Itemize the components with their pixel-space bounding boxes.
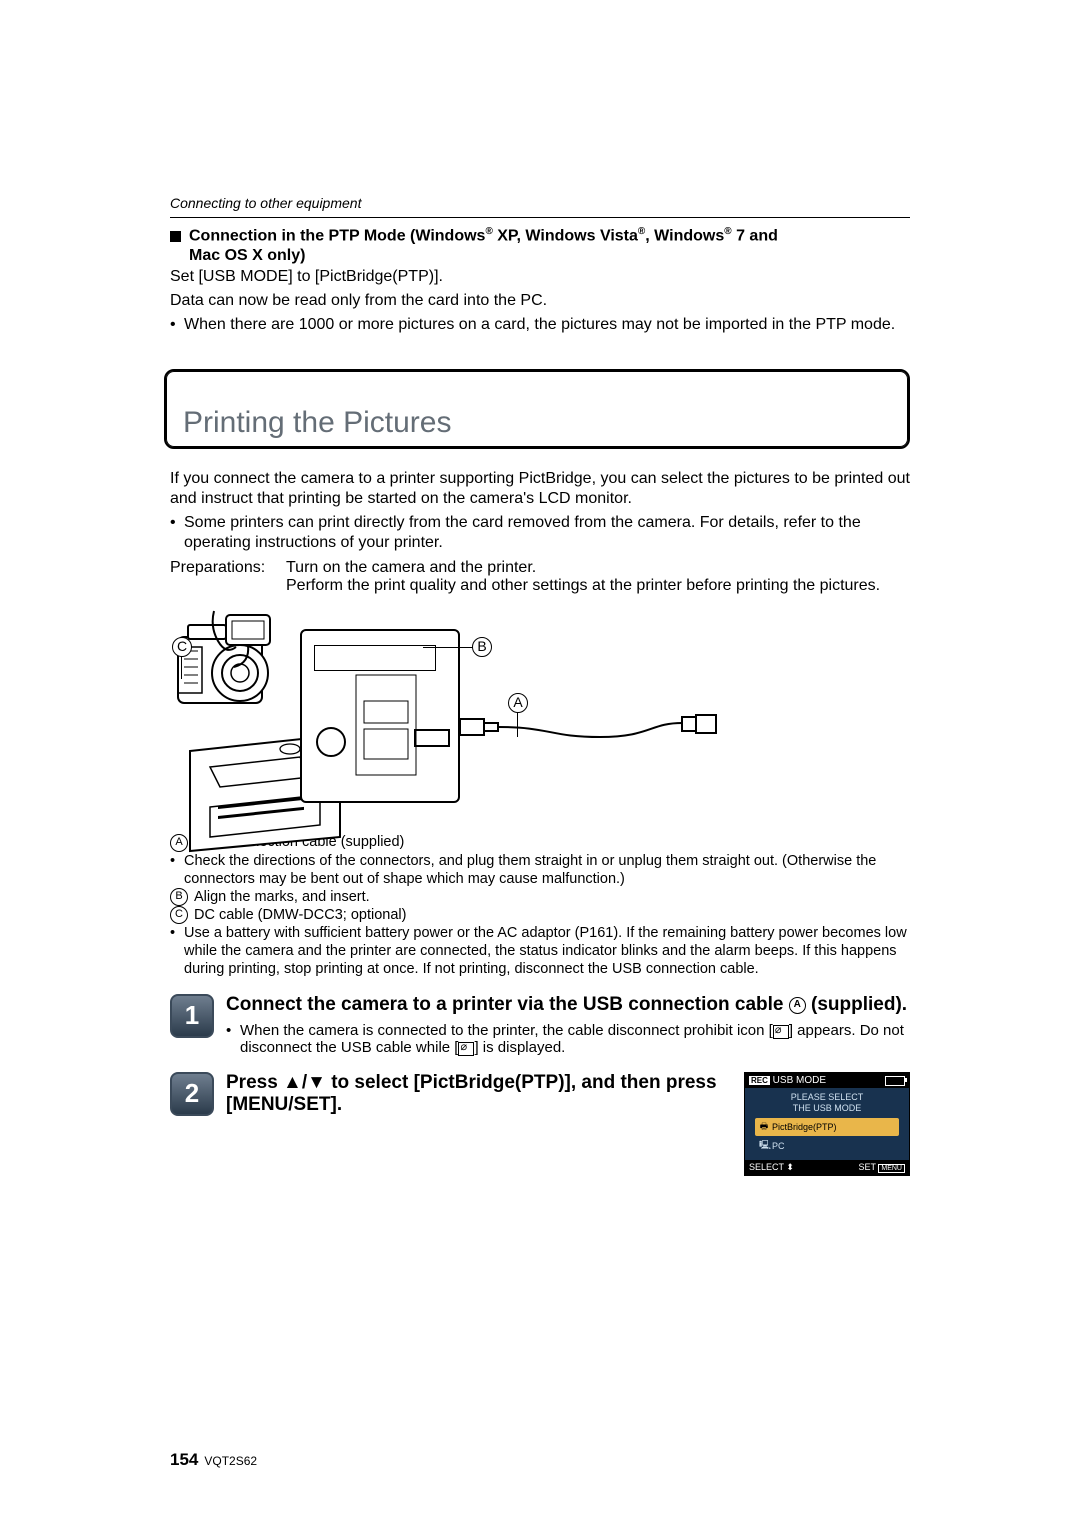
- doc-code: VQT2S62: [204, 1454, 257, 1468]
- note-a-sub: Check the directions of the connectors, …: [170, 852, 910, 888]
- preparations: Preparations: Turn on the camera and the…: [170, 559, 910, 595]
- ac-adaptor-icon: [208, 607, 288, 671]
- note-b: Align the marks, and insert.: [194, 889, 370, 905]
- ptp-bullet: When there are 1000 or more pictures on …: [170, 315, 910, 335]
- lcd-mode: USB MODE: [773, 1075, 826, 1086]
- s1-a: Connect the camera to a printer via the …: [226, 994, 789, 1015]
- printer-small-icon: 🖶: [759, 1119, 769, 1135]
- diagram-notes: AUSB connection cable (supplied) Check t…: [170, 833, 910, 978]
- page-footer: 154 VQT2S62: [170, 1450, 257, 1470]
- ptp-readonly: Data can now be read only from the card …: [170, 291, 910, 311]
- reg-1: ®: [485, 226, 492, 237]
- step-1-badge: 1: [170, 994, 214, 1038]
- step-2: 2 Press ▲/▼ to select [PictBridge(PTP)],…: [170, 1072, 910, 1176]
- page-number: 154: [170, 1450, 198, 1469]
- square-bullet-icon: [170, 231, 181, 242]
- usb-cable-icon: [460, 707, 720, 747]
- lcd-select: SELECT: [749, 1162, 784, 1172]
- step-1: 1 Connect the camera to a printer via th…: [170, 994, 910, 1056]
- lcd-rec: REC: [749, 1076, 770, 1085]
- lcd-msg2: THE USB MODE: [749, 1103, 905, 1114]
- ptp-t1: Connection in the PTP Mode (Windows: [189, 227, 485, 244]
- lcd-menu: MENU: [878, 1164, 905, 1173]
- connection-diagram: C: [170, 607, 910, 827]
- prep-l2: Perform the print quality and other sett…: [286, 577, 910, 595]
- lcd-opt1: PictBridge(PTP): [772, 1122, 837, 1132]
- lcd-screenshot: REC USB MODE PLEASE SELECT THE USB MODE …: [744, 1072, 910, 1176]
- pc-small-icon: 🖳: [759, 1138, 769, 1154]
- lead-a: [517, 711, 518, 737]
- lcd-set: SET: [859, 1162, 876, 1172]
- note-battery: Use a battery with sufficient battery po…: [170, 924, 910, 978]
- step-2-badge: 2: [170, 1072, 214, 1116]
- intro-p1: If you connect the camera to a printer s…: [170, 469, 910, 509]
- ptp-t2: XP, Windows Vista: [493, 227, 638, 244]
- ptp-t3: , Windows: [645, 227, 724, 244]
- port-zoom-icon: [300, 629, 460, 803]
- lcd-msg1: PLEASE SELECT: [749, 1092, 905, 1103]
- prohibit-icon: [773, 1025, 789, 1039]
- ptp-heading-2: Mac OS X only): [170, 247, 910, 265]
- step-1-sub: When the camera is connected to the prin…: [226, 1022, 910, 1056]
- ptp-t4: 7 and: [732, 227, 778, 244]
- s1s-a: When the camera is connected to the prin…: [240, 1022, 773, 1039]
- intro-b1: Some printers can print directly from th…: [170, 513, 910, 553]
- ptp-heading: Connection in the PTP Mode (Windows® XP,…: [170, 226, 910, 245]
- running-head: Connecting to other equipment: [170, 195, 910, 211]
- battery-icon: [885, 1076, 905, 1086]
- circ-b-icon: B: [170, 888, 188, 906]
- note-c: DC cable (DMW-DCC3; optional): [194, 907, 406, 923]
- s1-b: (supplied).: [806, 994, 907, 1015]
- lead-c: [181, 655, 182, 679]
- prep-label: Preparations:: [170, 559, 286, 595]
- updown-icon: ⬍: [786, 1162, 794, 1172]
- lead-b: [423, 647, 473, 648]
- label-b: B: [472, 637, 492, 657]
- header-rule: [170, 217, 910, 218]
- section-title: Printing the Pictures: [183, 406, 451, 439]
- lcd-opt2: PC: [772, 1141, 785, 1151]
- step-1-title: Connect the camera to a printer via the …: [226, 994, 910, 1016]
- prep-l1: Turn on the camera and the printer.: [286, 559, 910, 577]
- section-title-frame: Printing the Pictures: [170, 369, 910, 455]
- circ-c-icon: C: [170, 906, 188, 924]
- lcd-opt-pictbridge: 🖶PictBridge(PTP): [755, 1118, 899, 1136]
- step-2-title: Press ▲/▼ to select [PictBridge(PTP)], a…: [226, 1072, 732, 1170]
- inline-circ-a-icon: A: [789, 997, 806, 1014]
- reg-3: ®: [724, 226, 731, 237]
- ptp-set-mode: Set [USB MODE] to [PictBridge(PTP)].: [170, 267, 910, 287]
- prohibit-icon-2: [458, 1042, 474, 1056]
- lcd-opt-pc: 🖳PC: [755, 1137, 899, 1155]
- s1s-c: ] is displayed.: [474, 1039, 565, 1056]
